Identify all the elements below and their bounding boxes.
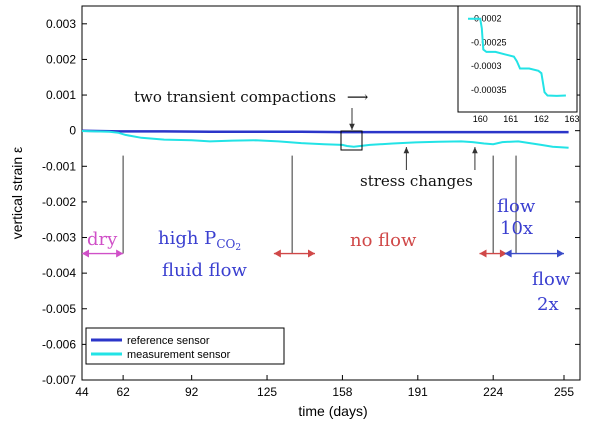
x-tick-label: 158 [332, 385, 352, 399]
y-tick-label: -0.007 [42, 373, 76, 387]
inset-y-tick-label: -0.0002 [471, 14, 502, 24]
inset-x-tick-label: 160 [473, 114, 488, 124]
inset-plot: 160 161 162 163 -0.0002 -0.00025 -0.0003 -0.000… [457, 5, 580, 124]
annotation-flow-10x-a: flow [497, 196, 536, 217]
annotation-transient: two transient compactions ⟶ [134, 88, 368, 106]
inset-series-line [468, 17, 566, 97]
period-arrowhead-left [82, 249, 89, 258]
y-tick-label: -0.006 [42, 337, 76, 351]
series-layer [81, 129, 569, 149]
x-tick-label: 62 [116, 385, 130, 399]
x-tick-label: 191 [408, 385, 428, 399]
series-line-reference [81, 129, 569, 134]
y-tick-label: -0.004 [42, 266, 76, 280]
x-ticks: 44 62 92 125 158 191 224 255 [75, 375, 574, 399]
inset-frame [457, 5, 578, 113]
y-tick-label: -0.005 [42, 302, 76, 316]
inset-y-tick-label: -0.00035 [471, 85, 507, 95]
annotation-flow-2x-a: flow [532, 269, 571, 290]
inset-x-tick-label: 162 [534, 114, 549, 124]
y-tick-label: 0.001 [46, 88, 76, 102]
series-line-measurement [81, 130, 569, 149]
period-arrows [82, 249, 565, 258]
inset-x-tick-label: 163 [564, 114, 579, 124]
annotation-high-pco2: high PCO2 [158, 228, 241, 253]
period-arrowhead-right [116, 249, 124, 258]
x-tick-label: 224 [483, 385, 503, 399]
y-tick-label: -0.001 [42, 159, 76, 173]
x-tick-label: 92 [185, 385, 199, 399]
inset-y-tick-label: -0.00025 [471, 37, 507, 47]
period-arrowhead-left [479, 249, 487, 258]
legend-box [85, 327, 285, 365]
period-arrowhead-left [504, 249, 512, 258]
y-tick-label: -0.002 [42, 195, 76, 209]
stress-arrows [403, 147, 478, 170]
period-arrowhead-right [557, 249, 565, 258]
y-axis-label: vertical strain ε [9, 147, 25, 240]
legend-label-measurement: measurement sensor [127, 349, 231, 361]
x-tick-label: 255 [554, 385, 574, 399]
inset-ticks: 160 161 162 163 -0.0002 -0.00025 -0.0003 -0.000… [471, 14, 580, 124]
x-tick-label: 44 [75, 385, 89, 399]
transient-box [340, 130, 363, 151]
inset-series [468, 17, 566, 97]
y-tick-label: -0.003 [42, 231, 76, 245]
legend-label-reference: reference sensor [127, 335, 210, 347]
phase-marker-lines [122, 155, 517, 254]
period-arrowhead-right [308, 249, 316, 258]
period-arrowhead-left [273, 249, 281, 258]
y-ticks: 0.003 0.002 0.001 0 -0.001 -0.002 -0.003 -0.004… [42, 17, 580, 387]
inset-y-tick-label: -0.0003 [471, 61, 502, 71]
inset-x-tick-label: 161 [503, 114, 518, 124]
period-arrowhead-right [499, 249, 507, 258]
annotation-dry: dry [87, 229, 118, 250]
annotation-flow-2x-b: 2x [537, 294, 559, 315]
annotation-flow-10x-b: 10x [500, 218, 533, 239]
legend: reference sensor measurement sensor [85, 327, 285, 365]
y-tick-label: 0 [69, 124, 76, 138]
annotation-no-flow: no flow [350, 230, 417, 251]
x-tick-label: 125 [257, 385, 277, 399]
y-tick-label: 0.002 [46, 52, 76, 66]
x-axis-label: time (days) [298, 403, 367, 419]
annotation-stress: stress changes [360, 172, 473, 190]
annotation-fluid-flow: fluid flow [162, 260, 247, 281]
y-tick-label: 0.003 [46, 17, 76, 31]
